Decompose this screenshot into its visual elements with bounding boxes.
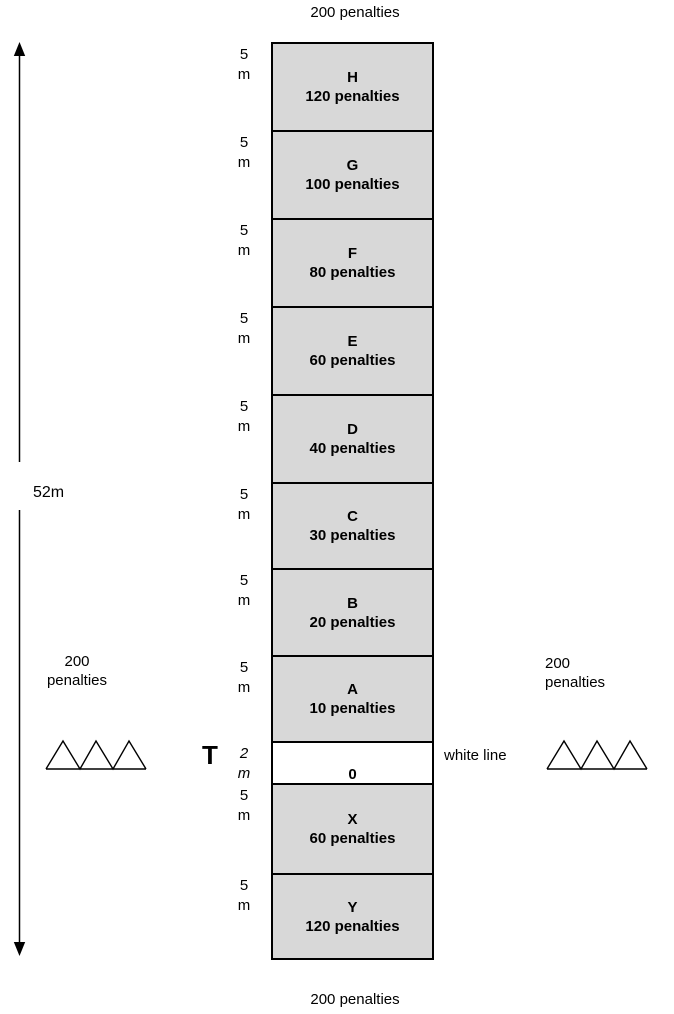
zone-size-value: 5 — [239, 46, 249, 63]
zone-size-value: 5 — [239, 877, 249, 894]
zone-penalty: 20 penalties — [309, 613, 396, 631]
zone-column: 5 m H 120 penalties 5 m G 100 penalties 5 m F 80 pe… — [238, 42, 434, 960]
zone-penalty: 100 penalties — [305, 176, 400, 193]
zone-size-unit: m — [237, 679, 251, 696]
zone-size-unit: m — [237, 592, 251, 609]
zone-size-value: 5 — [239, 572, 249, 589]
zone-size-unit: m — [237, 506, 251, 523]
zone-size-value: 5 — [239, 398, 249, 415]
zone-penalty: 120 penalties — [305, 88, 400, 105]
white-line-label: white line — [444, 747, 507, 764]
zone-row-C: 5 m C 30 penalties — [238, 482, 434, 568]
zone-penalty: 60 penalties — [309, 830, 396, 847]
right-penalty-label: 200 penalties — [545, 654, 605, 692]
zone-letter: G — [346, 157, 359, 174]
zone-penalty: 40 penalties — [309, 440, 396, 457]
zone-row-Y: 5 m Y 120 penalties — [238, 873, 434, 960]
zone-letter: A — [347, 681, 358, 698]
zone-penalty: 10 penalties — [309, 700, 396, 717]
zone-penalty: 120 penalties — [305, 917, 400, 935]
left-penalty-label: 200 penalties — [39, 652, 115, 690]
zone-letter: 0 — [348, 766, 357, 783]
zone-row-0: 2 m 0 — [238, 741, 434, 783]
zone-size-value: 5 — [239, 787, 249, 804]
zone-letter: C — [347, 508, 358, 525]
zone-letter: H — [347, 69, 358, 86]
zone-size-value: 5 — [239, 222, 249, 239]
zone-letter: F — [347, 245, 358, 262]
zone-row-A: 5 m A 10 penalties — [238, 655, 434, 741]
left-zigzag-triangles-icon — [45, 739, 147, 771]
zone-size-unit: m — [237, 765, 251, 782]
bottom-penalty-label: 200 penalties — [310, 991, 400, 1008]
zone-row-F: 5 m F 80 penalties — [238, 218, 434, 306]
zone-row-X: 5 m X 60 penalties — [238, 783, 434, 873]
zone-size-value: 2 — [239, 745, 249, 762]
zone-letter: X — [347, 811, 358, 828]
zone-row-B: 5 m B 20 penalties — [238, 568, 434, 655]
zone-size-value: 5 — [239, 310, 249, 327]
zone-size-value: 5 — [239, 134, 249, 151]
right-penalty-line2: penalties — [545, 674, 606, 691]
zone-size-unit: m — [237, 807, 251, 824]
dimension-arrow-icon — [13, 42, 26, 956]
zone-size-unit: m — [237, 154, 251, 171]
zone-letter: E — [347, 333, 358, 350]
zone-letter: B — [347, 594, 358, 612]
left-penalty-line1: 200 — [64, 653, 90, 670]
left-penalty-line2: penalties — [46, 672, 108, 689]
tee-label: T — [202, 740, 218, 770]
zone-letter: Y — [347, 898, 358, 916]
zone-size-unit: m — [237, 418, 251, 435]
zone-penalty: 60 penalties — [309, 352, 396, 369]
zone-size-unit: m — [237, 897, 251, 914]
zone-size-unit: m — [237, 330, 251, 347]
zone-size-value: 5 — [239, 486, 249, 503]
zone-penalty: 80 penalties — [309, 264, 396, 281]
zone-size-unit: m — [237, 242, 251, 259]
zone-size-value: 5 — [239, 659, 249, 676]
zone-letter: D — [347, 421, 358, 438]
zone-size-unit: m — [237, 66, 251, 83]
zone-row-G: 5 m G 100 penalties — [238, 130, 434, 218]
zone-penalty: 30 penalties — [309, 527, 396, 544]
zone-row-H: 5 m H 120 penalties — [238, 42, 434, 130]
zone-row-E: 5 m E 60 penalties — [238, 306, 434, 394]
right-zigzag-triangles-icon — [546, 739, 648, 771]
zone-row-D: 5 m D 40 penalties — [238, 394, 434, 482]
right-penalty-line1: 200 — [545, 655, 571, 672]
dimension-label: 52m — [33, 484, 65, 501]
top-penalty-label: 200 penalties — [310, 4, 400, 21]
